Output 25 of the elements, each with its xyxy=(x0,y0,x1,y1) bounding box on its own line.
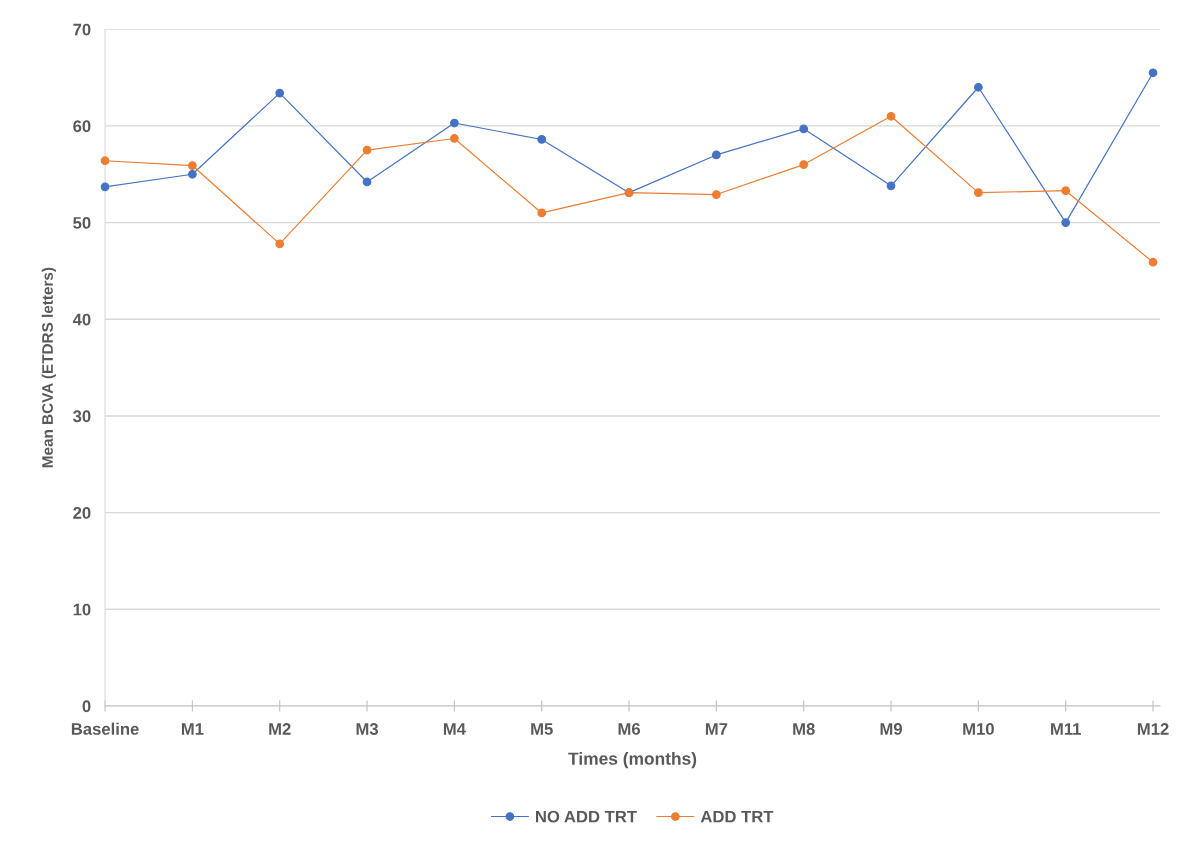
y-axis-title: Mean BCVA (ETDRS letters) xyxy=(41,267,56,468)
x-tick-label: M10 xyxy=(963,723,994,735)
y-tick-label: 0 xyxy=(82,700,91,713)
y-tick-label: 60 xyxy=(73,120,91,133)
x-tick-label: M3 xyxy=(356,723,379,735)
y-tick-label: 30 xyxy=(73,410,91,423)
legend-label: ADD TRT xyxy=(700,810,774,823)
x-tick-label: M6 xyxy=(618,723,641,735)
x-tick-label: M2 xyxy=(269,723,291,735)
x-tick-label: M5 xyxy=(531,723,553,735)
x-tick-label: M7 xyxy=(705,723,728,735)
y-tick-label: 50 xyxy=(73,217,91,229)
x-tick-label: M12 xyxy=(1137,723,1169,735)
x-tick-label: M11 xyxy=(1051,723,1081,735)
x-tick-label: Baseline xyxy=(71,722,139,735)
legend-label: NO ADD TRT xyxy=(536,810,637,823)
y-tick-label: 10 xyxy=(73,603,91,616)
x-tick-label: M4 xyxy=(443,723,466,735)
y-tick-label: 20 xyxy=(73,507,91,519)
y-tick-label: 40 xyxy=(72,313,91,326)
x-tick-label: M9 xyxy=(880,723,902,735)
x-tick-label: M1 xyxy=(181,723,204,735)
x-axis-title: Times (months) xyxy=(568,752,697,769)
x-tick-label: M8 xyxy=(793,723,815,735)
y-tick-label: 70 xyxy=(73,23,91,36)
